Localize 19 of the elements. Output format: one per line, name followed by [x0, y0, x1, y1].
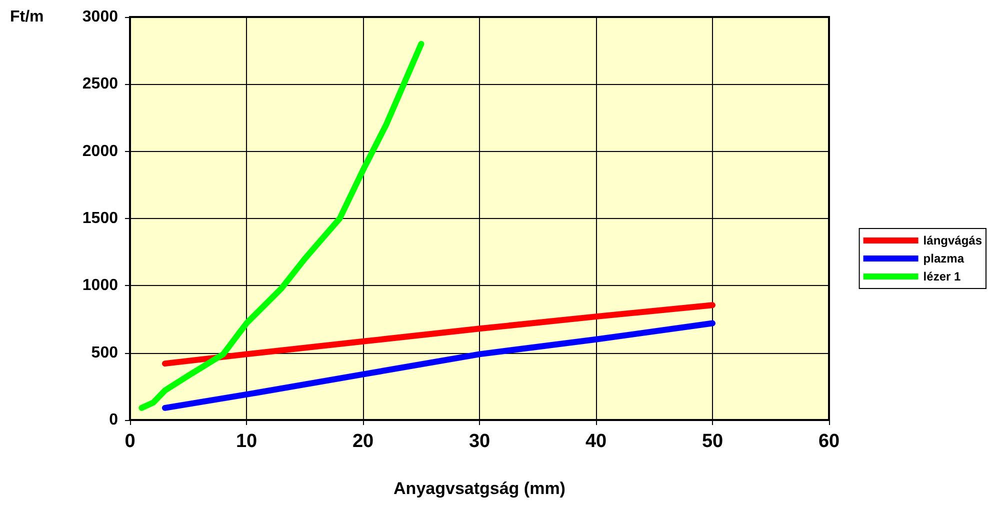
- x-tick-label: 20: [352, 431, 374, 452]
- y-tick-label: 3000: [82, 8, 118, 26]
- legend-label: lézer 1: [923, 270, 961, 284]
- y-tick-label: 1000: [82, 277, 118, 294]
- y-tick-label: 2500: [82, 76, 118, 93]
- y-tick-label: 0: [109, 412, 118, 428]
- legend-label: plazma: [923, 252, 964, 266]
- x-tick-label: 0: [124, 431, 136, 452]
- x-tick-label: 60: [818, 431, 840, 452]
- legend-label: lángvágás: [923, 234, 982, 248]
- x-tick-label: 30: [468, 431, 490, 452]
- x-axis-title: Anyagvsatgság (mm): [394, 479, 566, 498]
- y-tick-label: 2000: [82, 142, 118, 160]
- y-tick-label: 500: [91, 344, 118, 362]
- x-tick-label: 10: [236, 431, 258, 452]
- y-axis-title: Ft/m: [10, 8, 44, 26]
- x-tick-label: 50: [702, 431, 724, 452]
- x-tick-label: 40: [585, 431, 607, 452]
- y-tick-label: 1500: [82, 210, 118, 227]
